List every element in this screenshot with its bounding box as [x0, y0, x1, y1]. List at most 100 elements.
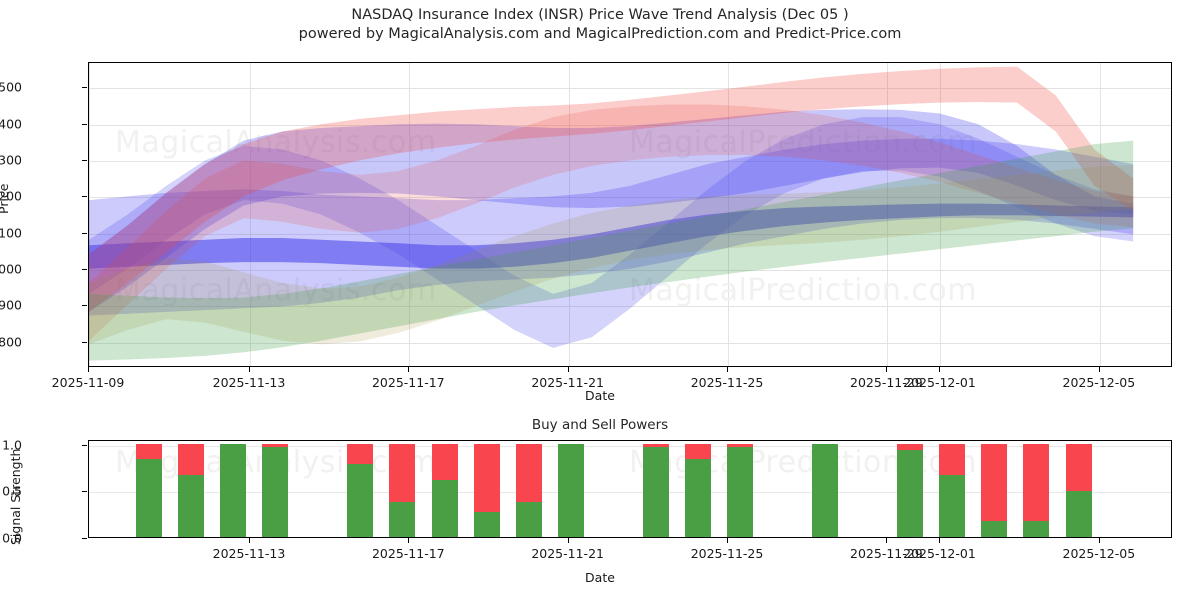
signal-bar[interactable] [812, 441, 839, 537]
signal-bar[interactable] [685, 441, 712, 537]
sell-power-segment [177, 443, 204, 476]
buy-power-segment [685, 458, 712, 537]
y-tick-mark [82, 341, 87, 343]
buy-power-segment [727, 447, 754, 537]
price-x-tick: 2025-11-21 [531, 375, 604, 390]
y-tick-mark [82, 444, 87, 446]
signal-bar[interactable] [896, 441, 923, 537]
signal-x-tick: 2025-11-29 [850, 546, 923, 561]
buy-power-segment [558, 443, 585, 537]
gridline-h [89, 161, 1171, 163]
signal-bar[interactable] [558, 441, 585, 537]
price-y-tick: 15300 [0, 152, 22, 168]
wave-band-blue-wave-dip [89, 117, 1134, 348]
x-tick-mark [567, 367, 569, 372]
signal-bar[interactable] [981, 441, 1008, 537]
buy-power-segment [642, 447, 669, 537]
x-tick-mark [886, 367, 888, 372]
buy-power-segment [1023, 521, 1050, 537]
wave-band-blue-band-wide [89, 138, 1134, 316]
buy-power-segment [896, 450, 923, 537]
signal-y-tick: 1.0 [2, 437, 22, 453]
y-tick-mark [82, 123, 87, 125]
signal-bar[interactable] [262, 441, 289, 537]
sell-power-segment [389, 443, 416, 502]
x-tick-mark [248, 367, 250, 372]
price-x-tick: 2025-11-09 [51, 375, 125, 390]
buy-power-segment [812, 443, 839, 537]
gridline-h [89, 342, 1171, 344]
y-tick-mark [82, 87, 87, 89]
sell-power-segment [642, 443, 669, 448]
sell-power-segment [135, 443, 162, 459]
sell-power-segment [896, 443, 923, 451]
signal-bar[interactable] [347, 441, 373, 537]
gridline-h [89, 124, 1171, 126]
sell-power-segment [431, 443, 458, 481]
x-tick-mark [939, 367, 941, 372]
x-tick-mark [408, 538, 410, 543]
wave-band-blue-wave-rising [89, 109, 1134, 312]
y-tick-mark [82, 196, 87, 198]
x-tick-mark [727, 538, 729, 543]
signal-bar[interactable] [938, 441, 965, 537]
price-x-tick: 2025-12-05 [1062, 375, 1136, 390]
gridline-h [89, 269, 1171, 271]
price-y-tick: 15400 [0, 116, 22, 132]
signal-bar[interactable] [642, 441, 669, 537]
price-y-tick: 14900 [0, 297, 22, 313]
price-x-axis-label: Date [585, 388, 615, 403]
wave-band-red-band-upper [89, 66, 1134, 312]
x-tick-mark [408, 367, 410, 372]
bars-gridline [89, 492, 1171, 494]
page-subtitle: powered by MagicalAnalysis.com and Magic… [298, 26, 902, 42]
x-tick-mark [88, 367, 89, 372]
price-y-tick: 14800 [0, 334, 22, 350]
wave-band-red-wave-cross [89, 104, 1134, 341]
buy-power-segment [177, 475, 204, 537]
gridline-v [409, 63, 411, 366]
signal-bar[interactable] [431, 441, 458, 537]
signal-bar[interactable] [516, 441, 543, 537]
signal-x-tick: 2025-11-17 [371, 546, 445, 561]
sell-power-segment [727, 443, 754, 448]
signal-y-tick: 0.5 [2, 483, 22, 499]
signal-bar[interactable] [727, 441, 754, 537]
signal-x-tick: 2025-11-21 [531, 546, 604, 561]
x-tick-mark [248, 538, 250, 543]
gridline-h [89, 306, 1171, 308]
price-x-tick: 2025-11-17 [371, 375, 445, 390]
wave-band-green-band [89, 140, 1134, 361]
sell-power-segment [347, 443, 373, 465]
buy-power-segment [262, 447, 289, 537]
signal-bar[interactable] [135, 441, 162, 537]
signal-bar[interactable] [220, 441, 247, 537]
buy-power-segment [347, 464, 373, 537]
signal-x-tick: 2025-11-13 [212, 546, 286, 561]
signal-bar[interactable] [1065, 441, 1092, 537]
signal-bar[interactable] [177, 441, 204, 537]
sell-power-segment [981, 443, 1008, 522]
signal-bar[interactable] [1023, 441, 1050, 537]
sell-power-segment [1023, 443, 1050, 522]
gridline-h [89, 197, 1171, 199]
gridline-v [249, 63, 251, 366]
buy-power-segment [389, 501, 416, 537]
price-x-tick: 2025-11-13 [212, 375, 286, 390]
bars-title: Buy and Sell Powers [531, 417, 669, 433]
signal-bar[interactable] [473, 441, 500, 537]
bars-x-axis-label: Date [585, 570, 615, 585]
price-x-tick: 2025-11-25 [690, 375, 764, 390]
x-tick-mark [1098, 538, 1100, 543]
signal-x-tick: 2025-12-01 [903, 546, 976, 561]
signal-bar[interactable] [389, 441, 416, 537]
price-y-tick: 15500 [0, 79, 22, 95]
page-title: NASDAQ Insurance Index (INSR) Price Wave… [351, 7, 849, 23]
sell-power-segment [685, 443, 712, 459]
y-tick-mark [82, 232, 87, 234]
buy-power-segment [431, 480, 458, 537]
price-y-tick: 15000 [0, 261, 22, 277]
sell-power-segment [1065, 443, 1092, 492]
signal-y-tick: 0.0 [2, 530, 22, 546]
